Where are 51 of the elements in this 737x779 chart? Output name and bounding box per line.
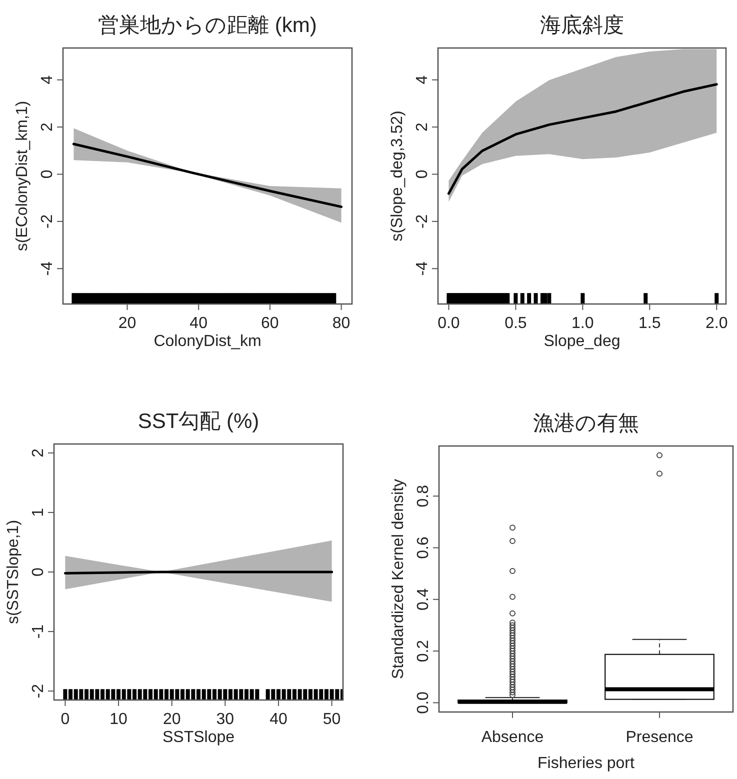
x-tick-label: 60 — [261, 315, 279, 332]
x-tick-label: 20 — [118, 315, 136, 332]
x-tick-label: 50 — [322, 711, 341, 728]
x-tick-label: Absence — [481, 729, 544, 746]
y-tick-label: 0 — [30, 567, 47, 576]
line-series — [447, 83, 718, 195]
x-tick-label: 0 — [60, 711, 70, 728]
x-tick-label: 0.5 — [504, 315, 527, 332]
line-series — [72, 142, 343, 208]
y-tick-label: -2 — [414, 214, 431, 229]
chart-title: 漁港の有無 — [533, 412, 639, 435]
y-tick-label: 0.2 — [415, 640, 432, 662]
x-tick-label: Presence — [626, 729, 694, 746]
y-tick-label: -2 — [39, 214, 56, 229]
chart-title: 海底斜度 — [540, 14, 624, 37]
x-tick-label: 0.0 — [438, 315, 460, 332]
y-axis-title: s(EColonyDist_km,1) — [14, 100, 31, 252]
y-tick-label: -1 — [30, 624, 47, 639]
y-tick-label: 2 — [414, 122, 431, 132]
x-tick-label: 80 — [332, 315, 350, 332]
x-axis-title: Slope_deg — [544, 333, 620, 350]
x-tick-label: 20 — [162, 711, 181, 728]
y-tick-label: 0 — [414, 170, 431, 179]
x-tick-label: 10 — [110, 711, 128, 728]
x-axis-title: SSTSlope — [162, 729, 235, 746]
x-tick-label: 2.0 — [706, 315, 728, 332]
y-tick-label: -2 — [30, 684, 47, 698]
x-tick-label: 40 — [270, 711, 288, 728]
y-tick-label: 2 — [39, 122, 56, 132]
y-tick-label: 1 — [30, 508, 47, 517]
y-tick-label: 0.0 — [415, 691, 432, 714]
y-tick-label: -4 — [414, 261, 431, 276]
y-tick-label: 0 — [39, 170, 56, 179]
x-tick-label: 30 — [216, 711, 234, 728]
y-axis-title: s(SSTSlope,1) — [5, 520, 22, 624]
x-axis-title: Fisheries port — [538, 755, 636, 772]
y-tick-label: 0.4 — [415, 588, 432, 611]
y-tick-label: 0.8 — [415, 484, 432, 508]
y-axis-title: Standardized Kernel density — [390, 478, 407, 680]
x-tick-label: 40 — [190, 315, 208, 332]
chart-title: 営巣地からの距離 (km) — [98, 14, 317, 37]
y-tick-label: 2 — [30, 448, 47, 458]
x-tick-label: 1.0 — [572, 315, 594, 332]
y-tick-label: 4 — [39, 75, 56, 84]
x-axis-title: ColonyDist_km — [154, 333, 262, 350]
y-tick-label: 4 — [414, 75, 431, 84]
chart-title: SST勾配 (%) — [138, 410, 260, 433]
y-tick-label: 0.6 — [415, 536, 432, 559]
y-tick-label: -4 — [39, 261, 56, 276]
y-axis-title: s(Slope_deg,3.52) — [389, 110, 406, 242]
x-tick-label: 1.5 — [638, 315, 661, 332]
